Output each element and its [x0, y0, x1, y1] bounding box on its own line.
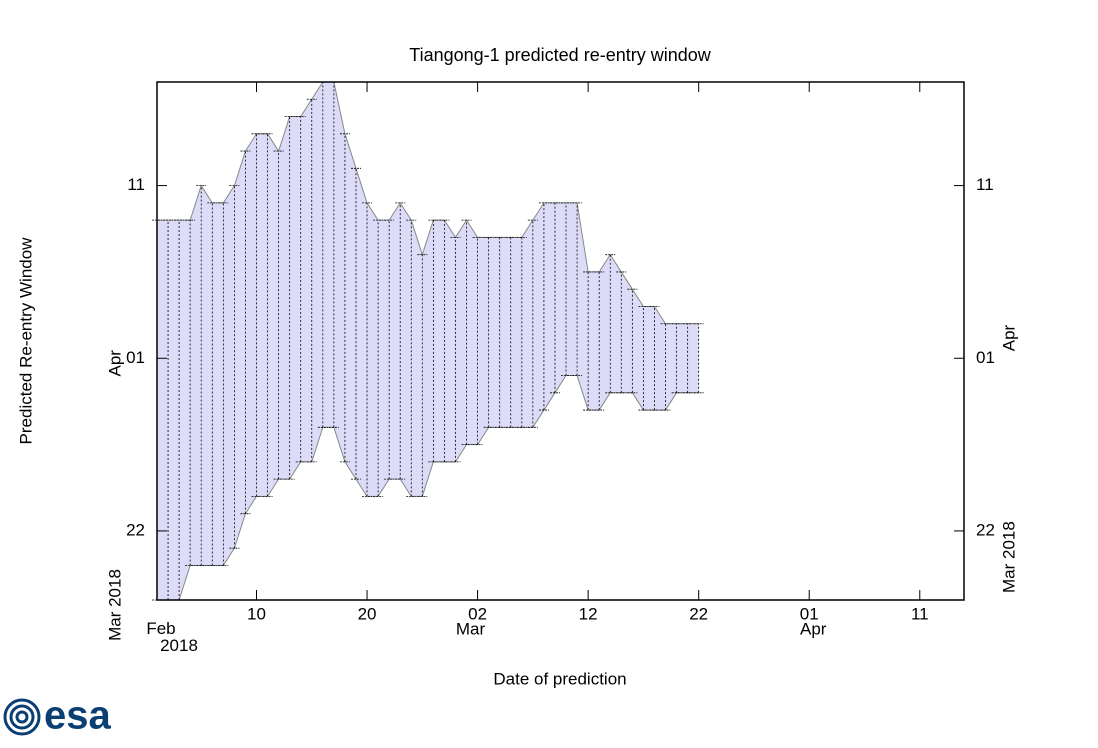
x-month-label: Apr	[800, 619, 827, 638]
y2-tick-label: 01	[976, 348, 995, 367]
x-tick-label: 02	[468, 604, 487, 623]
high-edge	[157, 81, 699, 325]
x-tick-label: 12	[579, 604, 598, 623]
x-month-label: Mar	[456, 619, 486, 638]
y-month-label: Mar 2018	[105, 569, 124, 641]
x-axis-label: Date of prediction	[493, 669, 626, 688]
x-tick-label: 20	[358, 604, 377, 623]
chart-title: Tiangong-1 predicted re-entry window	[409, 45, 711, 65]
y-month-label: Apr	[105, 350, 124, 377]
y2-month-label: Mar 2018	[999, 521, 1018, 593]
x-tick-label: 01	[800, 604, 819, 623]
range-area	[157, 82, 699, 600]
logo-icon	[3, 698, 41, 736]
y2-month-label: Apr	[999, 324, 1018, 351]
y2-tick-label: 22	[976, 520, 995, 539]
y-tick-label: 22	[126, 520, 145, 539]
low-edge	[157, 375, 699, 601]
y-axis-label: Predicted Re-entry Window	[16, 237, 35, 445]
x-month-label: Feb 2018	[146, 619, 198, 655]
y-tick-label: 11	[127, 175, 145, 194]
x-tick-label: 11	[911, 604, 929, 623]
plot-frame	[156, 81, 965, 601]
x-tick-label: 22	[689, 604, 708, 623]
y2-tick-label: 11	[976, 175, 994, 194]
y-tick-label: 01	[126, 348, 145, 367]
x-tick-label: 10	[247, 604, 266, 623]
logo-text: esa	[44, 694, 111, 738]
